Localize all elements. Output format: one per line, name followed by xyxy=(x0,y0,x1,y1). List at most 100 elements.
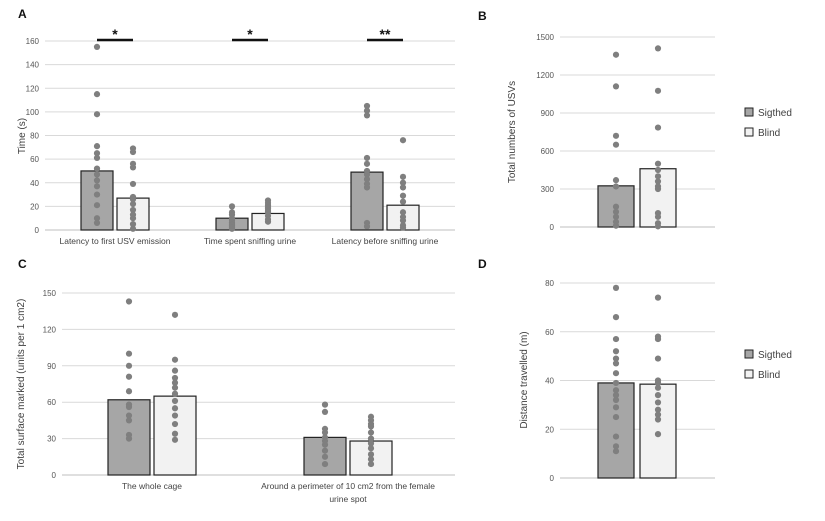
legend-label-b-blind: Blind xyxy=(758,128,780,139)
y-tick-label-d: 60 xyxy=(545,328,554,337)
data-point-d-sigthed xyxy=(612,396,620,404)
category-label-c-1: Around a perimeter of 10 cm2 from the fe… xyxy=(261,481,435,504)
data-point-c-blind xyxy=(367,460,375,468)
y-axis-label-d: Distance travelled (m) xyxy=(519,331,530,428)
data-point-c-sigthed xyxy=(321,401,329,408)
data-point-a-sigthed xyxy=(363,107,371,114)
data-point-c-blind xyxy=(171,397,179,405)
data-point-a-blind xyxy=(399,173,407,180)
data-point-a-sigthed xyxy=(93,165,101,172)
panel-label-b: B xyxy=(478,9,487,23)
legend-swatch-d-sigthed xyxy=(744,349,754,359)
data-point-c-blind xyxy=(171,367,179,374)
y-tick-label-a: 140 xyxy=(26,61,40,70)
data-point-a-sigthed xyxy=(93,91,101,98)
y-tick-label-b: 900 xyxy=(541,109,555,118)
data-point-d-sigthed xyxy=(612,443,620,450)
data-point-d-blind xyxy=(654,406,662,413)
data-point-c-blind xyxy=(171,390,179,397)
data-point-b-blind xyxy=(654,45,662,52)
y-tick-label-d: 0 xyxy=(550,474,555,483)
y-tick-label-a: 60 xyxy=(30,155,39,164)
data-point-c-sigthed xyxy=(125,350,133,357)
data-point-c-blind xyxy=(367,423,375,430)
data-point-d-sigthed xyxy=(612,379,620,387)
data-point-a-blind xyxy=(129,180,137,188)
data-point-c-sigthed xyxy=(321,447,329,454)
data-point-c-blind xyxy=(171,374,179,382)
y-tick-label-a: 160 xyxy=(26,37,40,46)
data-point-d-sigthed xyxy=(612,355,620,362)
data-point-c-blind xyxy=(171,420,179,428)
data-point-d-sigthed xyxy=(612,370,620,377)
legend-swatch-b-blind xyxy=(744,127,754,137)
data-point-c-sigthed xyxy=(321,408,329,416)
data-point-a-blind xyxy=(129,200,137,208)
data-point-d-sigthed xyxy=(612,404,620,411)
data-point-a-sigthed xyxy=(93,183,101,190)
data-point-b-blind xyxy=(654,178,662,185)
data-point-c-blind xyxy=(367,429,375,436)
category-label-line: urine spot xyxy=(329,494,367,504)
data-point-a-blind xyxy=(129,148,137,156)
data-point-b-blind xyxy=(654,87,662,94)
y-axis-label-a: Time (s) xyxy=(17,118,28,154)
data-point-a-sigthed xyxy=(363,223,371,230)
data-point-c-blind xyxy=(367,440,375,447)
data-point-c-blind xyxy=(367,445,375,452)
panel-label-c: C xyxy=(18,257,27,271)
category-label-line: Around a perimeter of 10 cm2 from the fe… xyxy=(261,481,435,491)
data-point-d-sigthed xyxy=(612,387,620,394)
data-point-a-sigthed xyxy=(363,160,371,167)
data-point-a-blind xyxy=(129,220,137,228)
data-point-a-sigthed xyxy=(93,150,101,157)
y-tick-label-d: 80 xyxy=(545,279,554,288)
y-tick-label-a: 100 xyxy=(26,108,40,117)
data-point-d-blind xyxy=(654,379,662,387)
y-tick-label-c: 90 xyxy=(47,362,56,371)
data-point-d-sigthed xyxy=(612,392,620,399)
y-tick-label-b: 600 xyxy=(541,147,555,156)
data-point-c-blind xyxy=(171,311,179,318)
data-point-c-sigthed xyxy=(125,403,133,411)
data-point-b-blind xyxy=(654,124,662,131)
data-point-c-blind xyxy=(367,435,375,442)
significance-marker-a: * xyxy=(247,26,253,42)
data-point-c-sigthed xyxy=(125,298,133,305)
data-point-a-blind xyxy=(129,196,137,203)
y-tick-label-c: 150 xyxy=(43,289,57,298)
data-point-a-sigthed xyxy=(363,176,371,183)
data-point-a-blind xyxy=(399,198,407,205)
data-point-b-sigthed xyxy=(612,177,620,184)
data-point-c-sigthed xyxy=(321,441,329,448)
data-point-c-sigthed xyxy=(125,417,133,424)
data-point-c-blind xyxy=(171,356,179,363)
data-point-d-sigthed xyxy=(612,413,620,421)
data-point-d-blind xyxy=(654,384,662,391)
data-point-d-blind xyxy=(654,392,662,399)
y-axis-label-b: Total numbers of USVs xyxy=(507,81,518,183)
y-tick-label-d: 40 xyxy=(545,377,554,386)
y-axis-label-c: Total surface marked (units per 1 cm2) xyxy=(16,299,27,470)
y-tick-label-c: 0 xyxy=(52,471,57,480)
data-point-d-sigthed xyxy=(612,448,620,455)
y-tick-label-b: 0 xyxy=(550,223,555,232)
data-point-a-blind xyxy=(129,206,137,214)
data-point-b-blind xyxy=(654,160,662,167)
data-point-c-blind xyxy=(367,451,375,458)
data-point-a-sigthed xyxy=(93,202,101,209)
significance-marker-a: * xyxy=(112,26,118,42)
y-tick-label-a: 0 xyxy=(35,226,40,235)
data-point-b-blind xyxy=(654,213,662,220)
data-point-a-sigthed xyxy=(363,154,371,162)
panel-label-d: D xyxy=(478,257,487,271)
data-point-a-sigthed xyxy=(93,215,101,222)
y-tick-label-a: 40 xyxy=(30,179,39,188)
data-point-c-blind xyxy=(171,412,179,419)
data-point-a-blind xyxy=(399,217,407,224)
data-point-a-sigthed xyxy=(228,203,236,210)
data-point-b-sigthed xyxy=(612,208,620,215)
data-point-c-blind xyxy=(171,405,179,412)
data-point-b-sigthed xyxy=(612,83,620,90)
data-point-d-sigthed xyxy=(612,335,620,343)
